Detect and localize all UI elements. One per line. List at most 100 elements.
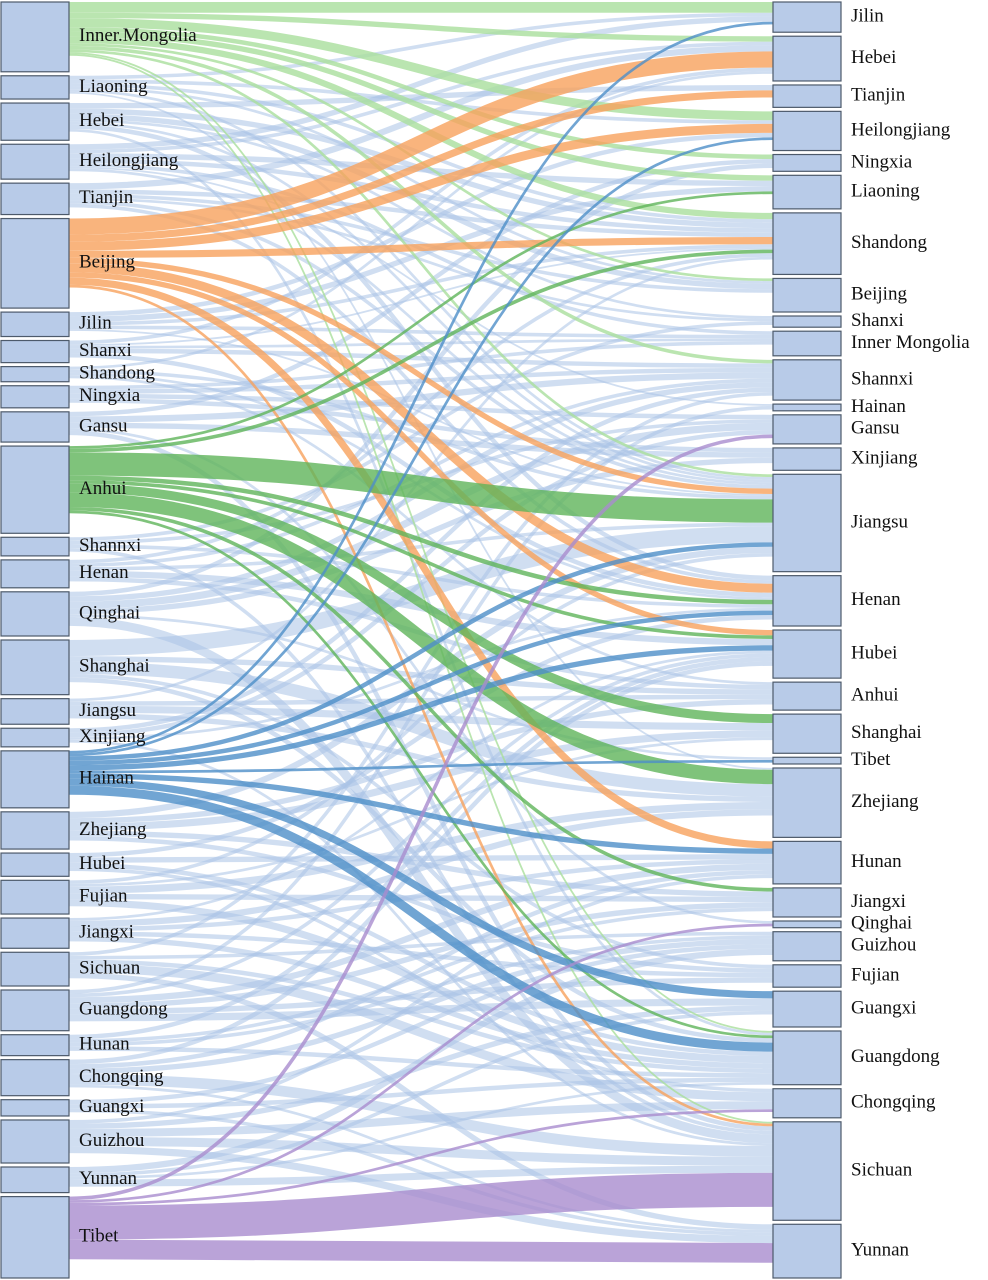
target-node-anhui [772, 681, 842, 711]
source-label-jiangsu: Jiangsu [79, 700, 137, 721]
source-label-tibet: Tibet [79, 1226, 119, 1247]
source-node-jilin [0, 311, 70, 338]
source-node-tibet [0, 1195, 70, 1279]
target-node-tianjin [772, 84, 842, 108]
source-label-beijing: Beijing [79, 252, 135, 273]
source-label-shanxi: Shanxi [79, 340, 132, 361]
source-label-inner-mongolia: Inner.Mongolia [79, 25, 197, 46]
flow-heilongjiang-to-shandong [68, 158, 774, 233]
target-label-guangdong: Guangdong [851, 1046, 940, 1067]
source-label-hubei: Hubei [79, 853, 125, 874]
source-label-anhui: Anhui [79, 478, 127, 499]
source-node-tianjin [0, 182, 70, 216]
flow-tianjin-to-shandong [68, 189, 774, 238]
target-node-hainan [772, 403, 842, 412]
flow-jilin-to-shandong [68, 244, 774, 326]
target-node-hebei [772, 35, 842, 82]
source-label-xinjiang: Xinjiang [79, 726, 146, 747]
flow-hainan-to-henan [68, 610, 774, 766]
target-label-shandong: Shandong [851, 232, 928, 253]
source-node-anhui [0, 445, 70, 534]
flow-qinghai-to-gansu [68, 422, 774, 609]
source-label-ningxia: Ningxia [79, 385, 141, 406]
flow-hainan-to-jilin [68, 21, 774, 754]
source-label-shandong: Shandong [79, 363, 156, 384]
flow-tibet-to-gansu [68, 434, 774, 1201]
target-label-shanxi: Shanxi [851, 310, 904, 331]
flow-inner-mongolia-to-ningxia [68, 27, 774, 160]
target-label-beijing: Beijing [851, 284, 907, 305]
source-label-guizhou: Guizhou [79, 1130, 145, 1151]
source-node-zhejiang [0, 811, 70, 850]
target-node-hubei [772, 629, 842, 679]
flow-anhui-to-jiangsu [68, 452, 774, 523]
target-label-xinjiang: Xinjiang [851, 447, 918, 468]
target-label-guangxi: Guangxi [851, 997, 916, 1018]
target-label-hebei: Hebei [851, 47, 896, 68]
flow-shandong-to-hebei [68, 71, 774, 370]
target-node-henan [772, 575, 842, 627]
flow-beijing-to-hunan [68, 277, 774, 849]
flow-tibet-to-sichuan [68, 1172, 774, 1240]
flow-yunnan-to-guangxi [68, 1010, 774, 1177]
flow-gansu-to-shannxi [68, 372, 774, 423]
source-node-sichuan [0, 951, 70, 987]
flow-guangdong-to-hunan [68, 863, 774, 1004]
flow-hainan-to-hubei [68, 645, 774, 771]
target-node-shanxi [772, 315, 842, 328]
source-label-hunan: Hunan [79, 1034, 130, 1055]
source-label-zhejiang: Zhejiang [79, 819, 147, 840]
flow-tibet-to-chongqing [68, 1109, 774, 1206]
flow-inner-mongolia-to-beijing [68, 43, 774, 282]
source-label-shanghai: Shanghai [79, 656, 150, 677]
target-node-shannxi [772, 359, 842, 401]
target-label-hubei: Hubei [851, 642, 897, 663]
target-node-zhejiang [772, 767, 842, 838]
flow-chongqing-to-hubei [68, 661, 774, 1065]
target-label-inner-mongolia: Inner Mongolia [851, 332, 970, 353]
flow-guangdong-to-jiangxi [68, 902, 774, 1009]
flow-yunnan-to-guizhou [68, 948, 774, 1174]
target-node-beijing [772, 277, 842, 313]
target-node-xinjiang [772, 447, 842, 471]
source-label-chongqing: Chongqing [79, 1066, 164, 1087]
source-node-guangxi [0, 1099, 70, 1117]
flows-layer [68, 1, 774, 1263]
target-node-shandong [772, 212, 842, 276]
flow-beijing-to-hubei [68, 272, 774, 636]
source-node-inner-mongolia [0, 1, 70, 73]
target-node-liaoning [772, 174, 842, 210]
source-label-tianjin: Tianjin [79, 187, 134, 208]
source-node-liaoning [0, 75, 70, 100]
flow-sichuan-to-guangdong [68, 959, 774, 1074]
target-label-jiangsu: Jiangsu [851, 511, 909, 532]
flow-anhui-to-henan [68, 475, 774, 605]
target-node-guangdong [772, 1030, 842, 1086]
flow-guizhou-to-chongqing [68, 1101, 774, 1137]
source-label-liaoning: Liaoning [79, 76, 148, 97]
target-node-inner-mongolia [772, 330, 842, 357]
flow-anhui-to-shandong [68, 249, 774, 453]
source-label-shannxi: Shannxi [79, 535, 141, 556]
flow-jiangxi-to-zhejiang [68, 809, 774, 927]
flow-tibet-to-yunnan [68, 1239, 774, 1263]
flow-shanxi-to-inner-mongolia [68, 338, 774, 349]
flow-jiangxi-to-hunan [68, 859, 774, 932]
source-node-shannxi [0, 536, 70, 557]
target-node-fujian [772, 964, 842, 988]
target-label-guizhou: Guizhou [851, 935, 917, 956]
flow-yunnan-to-sichuan [68, 1165, 774, 1187]
flow-shanxi-to-henan [68, 353, 774, 598]
target-node-sichuan [772, 1121, 842, 1221]
source-node-gansu [0, 411, 70, 443]
flow-guizhou-to-sichuan [68, 1136, 774, 1166]
flow-guangxi-to-guizhou [68, 944, 774, 1105]
flow-guangdong-to-hubei [68, 653, 774, 998]
flow-qinghai-to-xinjiang [68, 457, 774, 615]
source-label-jilin: Jilin [79, 313, 112, 334]
flow-beijing-to-tianjin [68, 90, 774, 242]
source-node-heilongjiang [0, 143, 70, 180]
flow-jilin-to-heilongjiang [68, 132, 774, 317]
target-label-jilin: Jilin [851, 5, 884, 26]
flow-yunnan-to-guangdong [68, 1082, 774, 1180]
